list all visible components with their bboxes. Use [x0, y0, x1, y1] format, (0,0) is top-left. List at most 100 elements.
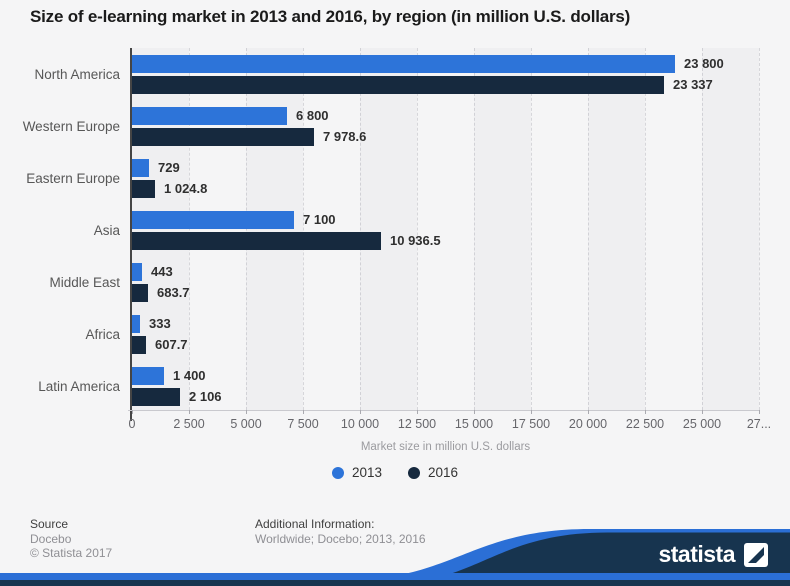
legend-label-2013: 2013 — [351, 465, 382, 480]
x-tick-label: 17 500 — [511, 417, 551, 431]
value-label-2013-africa: 333 — [149, 316, 171, 331]
bar-2016-latin-america — [132, 388, 180, 406]
plot-stripe — [588, 48, 645, 410]
gridline — [417, 48, 418, 410]
plot-stripe — [474, 48, 531, 410]
x-tick-label: 15 000 — [454, 417, 494, 431]
value-label-2016-asia: 10 936.5 — [390, 233, 441, 248]
value-label-2016-north-america: 23 337 — [673, 77, 713, 92]
x-tick-label: 0 — [128, 417, 136, 431]
gridline — [759, 48, 760, 410]
bar-2013-africa — [132, 315, 140, 333]
y-axis-category-labels: North America Western Europe Eastern Europ… — [0, 48, 120, 410]
value-label-2016-latin-america: 2 106 — [189, 389, 222, 404]
region-label-western-europe: Western Europe — [22, 119, 120, 134]
y-axis-line — [130, 48, 132, 421]
region-label-africa: Africa — [85, 327, 120, 342]
gridline — [702, 48, 703, 410]
x-tick-mark — [759, 410, 760, 414]
source-name: Docebo — [30, 531, 72, 546]
gridline — [588, 48, 589, 410]
value-label-2013-eastern-europe: 729 — [158, 160, 180, 175]
region-label-middle-east: Middle East — [49, 275, 120, 290]
x-tick-label: 25 000 — [682, 417, 722, 431]
additional-info-text: Worldwide; Docebo; 2013, 2016 — [255, 531, 426, 546]
source-block: Source Docebo © Statista 2017 — [30, 517, 112, 561]
plot-area: 23 800 23 337 6 800 7 978.6 729 1 024.8 7 100 1… — [128, 48, 760, 421]
bar-2016-middle-east — [132, 284, 148, 302]
x-tick-mark — [132, 410, 133, 414]
footer-wave-decoration — [0, 529, 790, 586]
legend-item-2016: 2016 — [408, 465, 458, 480]
x-tick-mark — [531, 410, 532, 414]
value-label-2016-africa: 607.7 — [155, 337, 188, 352]
bar-2013-latin-america — [132, 367, 164, 385]
gridline — [189, 48, 190, 410]
bar-2016-western-europe — [132, 128, 314, 146]
value-label-2013-latin-america: 1 400 — [173, 368, 206, 383]
x-axis-title: Market size in million U.S. dollars — [360, 441, 531, 453]
gridline — [531, 48, 532, 410]
bar-2013-western-europe — [132, 107, 287, 125]
region-label-asia: Asia — [93, 223, 120, 238]
value-label-2013-asia: 7 100 — [303, 212, 336, 227]
x-axis-tick-labels: 0 2 500 5 000 7 500 10 000 12 500 15 000 17 500… — [128, 417, 772, 433]
x-tick-label: 22 500 — [625, 417, 665, 431]
x-tick-mark — [588, 410, 589, 414]
x-tick-mark — [246, 410, 247, 414]
x-tick-mark — [189, 410, 190, 414]
legend-dot-2013 — [331, 466, 344, 479]
x-tick-mark — [303, 410, 304, 414]
x-tick-label: 2 500 — [173, 417, 205, 431]
legend-dot-2016 — [408, 466, 420, 479]
x-tick-label: 27... — [746, 417, 772, 431]
x-tick-mark — [360, 410, 361, 414]
bar-2016-asia — [132, 232, 381, 250]
statista-wordmark: statista — [658, 541, 735, 567]
legend: 2013 2016 — [0, 465, 790, 480]
gridline — [360, 48, 361, 410]
copyright-text: © Statista 2017 — [30, 546, 113, 560]
bar-2016-north-america — [132, 76, 664, 94]
additional-info-block: Additional Information: Worldwide; Doceb… — [255, 517, 426, 546]
x-tick-label: 10 000 — [340, 417, 380, 431]
value-label-2013-western-europe: 6 800 — [296, 108, 329, 123]
plot-stripe — [702, 48, 759, 410]
x-tick-label: 12 500 — [397, 417, 437, 431]
legend-item-2013: 2013 — [331, 465, 382, 480]
x-tick-mark — [702, 410, 703, 414]
plot-stripe — [360, 48, 417, 410]
region-label-eastern-europe: Eastern Europe — [26, 171, 120, 186]
value-label-2016-eastern-europe: 1 024.8 — [164, 181, 208, 196]
plot-stripe — [246, 48, 303, 410]
chart-title: Size of e-learning market in 2013 and 20… — [30, 7, 631, 26]
region-label-north-america: North America — [34, 67, 120, 82]
x-tick-label: 5 000 — [230, 417, 262, 431]
x-tick-label: 20 000 — [568, 417, 608, 431]
x-tick-mark — [474, 410, 475, 414]
value-label-2013-north-america: 23 800 — [684, 56, 724, 71]
bar-2013-middle-east — [132, 263, 142, 281]
bar-2013-eastern-europe — [132, 159, 149, 177]
bar-2013-north-america — [132, 55, 675, 73]
additional-info-label: Additional Information: — [255, 517, 375, 531]
legend-label-2016: 2016 — [428, 465, 459, 480]
bar-2016-africa — [132, 336, 146, 354]
statista-logo-icon — [744, 542, 768, 567]
region-label-latin-america: Latin America — [38, 379, 120, 394]
bar-2013-asia — [132, 211, 294, 229]
gridline — [645, 48, 646, 410]
x-tick-label: 7 500 — [287, 417, 319, 431]
x-axis-line — [128, 410, 759, 411]
value-label-2013-middle-east: 443 — [151, 264, 173, 279]
x-tick-mark — [645, 410, 646, 414]
source-label: Source — [30, 517, 69, 531]
bar-2016-eastern-europe — [132, 180, 155, 198]
value-label-2016-middle-east: 683.7 — [157, 285, 190, 300]
gridline — [303, 48, 304, 410]
gridline — [246, 48, 247, 410]
plot-stripe — [132, 48, 189, 410]
gridline — [474, 48, 475, 410]
statista-logo: statista — [658, 541, 768, 568]
